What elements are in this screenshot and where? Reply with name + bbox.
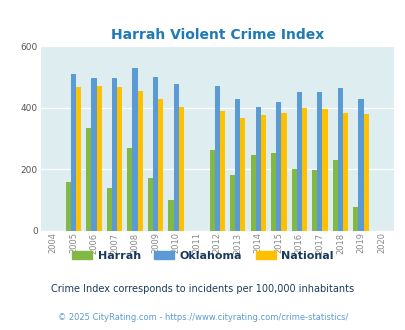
Bar [358, 99, 362, 231]
Bar [332, 159, 337, 231]
Bar [250, 155, 255, 231]
Bar [112, 78, 117, 231]
Bar [96, 85, 101, 231]
Bar [271, 153, 275, 231]
Bar [219, 111, 224, 231]
Bar [240, 118, 245, 231]
Bar [137, 91, 143, 231]
Bar [230, 175, 234, 231]
Bar [317, 92, 322, 231]
Bar [281, 113, 286, 231]
Bar [147, 178, 153, 231]
Bar [275, 102, 281, 231]
Bar [214, 86, 219, 231]
Bar [301, 108, 306, 231]
Bar [322, 109, 327, 231]
Bar [178, 107, 183, 231]
Bar [209, 150, 214, 231]
Text: Crime Index corresponds to incidents per 100,000 inhabitants: Crime Index corresponds to incidents per… [51, 284, 354, 294]
Bar [296, 92, 301, 231]
Bar [132, 68, 137, 231]
Bar [255, 107, 260, 231]
Bar [117, 87, 122, 231]
Bar [352, 207, 358, 231]
Bar [311, 170, 317, 231]
Bar [76, 86, 81, 231]
Bar [291, 169, 296, 231]
Bar [158, 99, 163, 231]
Bar [91, 78, 96, 231]
Bar [173, 84, 178, 231]
Bar [337, 88, 342, 231]
Bar [362, 114, 368, 231]
Legend: Harrah, Oklahoma, National: Harrah, Oklahoma, National [68, 247, 337, 265]
Bar [66, 182, 71, 231]
Bar [234, 99, 240, 231]
Bar [86, 128, 91, 231]
Bar [342, 113, 347, 231]
Bar [153, 77, 158, 231]
Bar [260, 115, 265, 231]
Title: Harrah Violent Crime Index: Harrah Violent Crime Index [110, 28, 323, 42]
Bar [71, 74, 76, 231]
Text: © 2025 CityRating.com - https://www.cityrating.com/crime-statistics/: © 2025 CityRating.com - https://www.city… [58, 313, 347, 322]
Bar [127, 148, 132, 231]
Bar [107, 188, 112, 231]
Bar [168, 200, 173, 231]
